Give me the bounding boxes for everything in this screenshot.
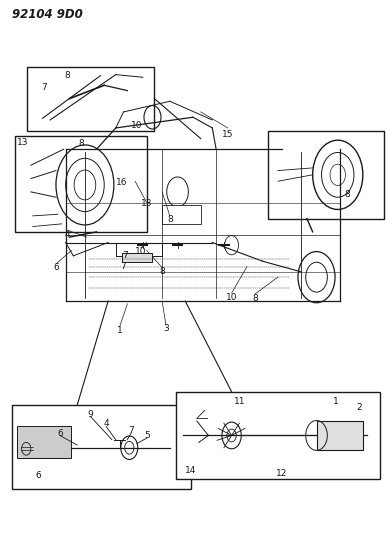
Text: 8: 8 <box>345 190 350 199</box>
Bar <box>27 67 154 131</box>
Text: 13: 13 <box>141 199 152 208</box>
Text: 1: 1 <box>117 326 122 335</box>
Text: 1: 1 <box>333 397 339 406</box>
Text: 15: 15 <box>222 130 234 139</box>
Text: 8: 8 <box>159 268 165 276</box>
Text: 8: 8 <box>78 140 84 148</box>
Text: 8: 8 <box>252 294 257 303</box>
Bar <box>122 253 152 262</box>
Text: 92104 9D0: 92104 9D0 <box>12 8 82 21</box>
Text: 4: 4 <box>103 419 109 428</box>
Bar <box>12 405 191 489</box>
Text: 10: 10 <box>226 293 237 302</box>
Bar <box>176 392 380 479</box>
Bar <box>15 136 147 232</box>
Text: 7: 7 <box>129 426 134 434</box>
Text: 2: 2 <box>356 403 362 412</box>
Text: 7: 7 <box>123 252 128 260</box>
Text: 16: 16 <box>116 178 127 187</box>
Text: 13: 13 <box>17 138 28 147</box>
Text: 6: 6 <box>53 263 59 272</box>
Bar <box>17 426 71 458</box>
Text: 5: 5 <box>144 432 149 440</box>
Text: 9: 9 <box>88 410 93 418</box>
Text: 14: 14 <box>185 466 197 474</box>
Text: 11: 11 <box>234 397 245 406</box>
Text: 8: 8 <box>167 215 173 224</box>
Text: 7: 7 <box>42 84 47 92</box>
Text: 6: 6 <box>57 429 63 438</box>
Text: 10: 10 <box>135 247 147 256</box>
Text: 12: 12 <box>276 469 288 478</box>
Bar <box>268 131 384 219</box>
Text: 4: 4 <box>65 230 70 239</box>
Bar <box>162 205 201 224</box>
Text: 6: 6 <box>36 471 41 480</box>
Text: 7: 7 <box>121 262 126 271</box>
Text: 3: 3 <box>163 325 169 333</box>
Bar <box>317 421 363 450</box>
Text: 8: 8 <box>65 71 70 80</box>
Text: 10: 10 <box>131 121 143 130</box>
